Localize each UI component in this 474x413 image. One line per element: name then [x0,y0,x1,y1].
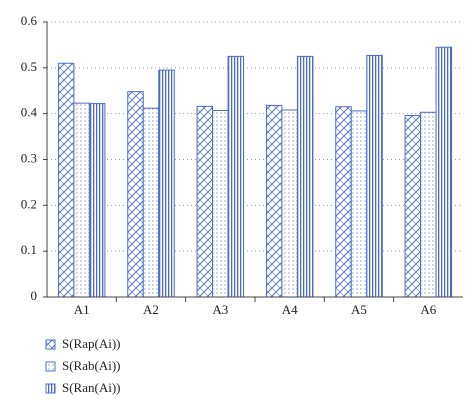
legend-swatch [45,339,56,350]
y-tick-label: 0.2 [21,196,37,211]
bar [296,55,314,298]
x-tick-label: A1 [74,302,90,317]
bar [73,102,90,298]
legend-label: S(Ran(Ai)) [62,380,121,395]
y-tick-label: 0 [31,288,38,303]
bar [57,62,75,298]
x-tick-label: A5 [351,302,367,317]
y-tick-label: 0.6 [21,13,38,28]
bar [212,109,229,298]
bar [404,115,422,298]
bar [265,104,283,298]
legend-label: S(Rab(Ai)) [62,358,121,373]
bar [158,69,175,298]
bar [142,107,160,298]
legend-swatch [45,383,56,394]
y-tick-label: 0.5 [21,59,37,74]
bar [227,55,245,298]
legend-swatch [45,361,56,372]
bar [281,109,298,298]
bar [88,103,106,298]
y-tick-label: 0.3 [21,150,37,165]
x-tick-label: A4 [282,302,298,317]
y-tick-label: 0.4 [21,105,38,120]
bar [196,105,214,298]
x-tick-label: A6 [420,302,436,317]
bar [127,91,144,298]
bar [435,46,453,298]
x-tick-label: A2 [143,302,159,317]
bar [420,111,437,298]
bar [350,110,368,298]
y-tick-label: 0.1 [21,242,37,257]
legend-label: S(Rap(Ai)) [62,336,121,351]
bar [335,106,352,298]
x-tick-label: A3 [212,302,228,317]
bar [366,54,383,298]
